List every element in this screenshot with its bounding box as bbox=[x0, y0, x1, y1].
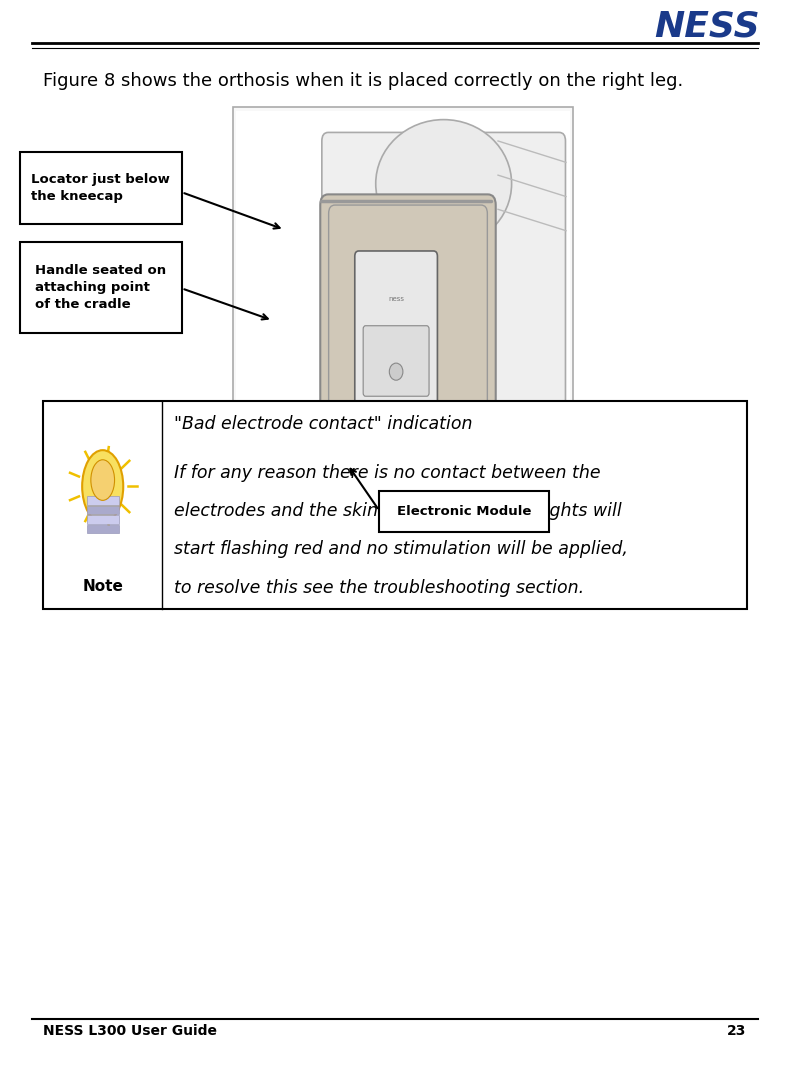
Ellipse shape bbox=[91, 459, 115, 500]
FancyBboxPatch shape bbox=[322, 132, 566, 525]
Text: NESS L300 User Guide: NESS L300 User Guide bbox=[43, 1023, 217, 1038]
Text: Figure 8 shows the orthosis when it is placed correctly on the right leg.: Figure 8 shows the orthosis when it is p… bbox=[43, 72, 683, 90]
FancyBboxPatch shape bbox=[233, 107, 573, 534]
FancyBboxPatch shape bbox=[20, 152, 182, 224]
Text: If for any reason there is no contact between the: If for any reason there is no contact be… bbox=[174, 464, 600, 482]
Text: Locator just below
the kneecap: Locator just below the kneecap bbox=[32, 173, 170, 203]
Text: Electronic Module: Electronic Module bbox=[397, 505, 532, 518]
FancyBboxPatch shape bbox=[20, 242, 182, 333]
FancyBboxPatch shape bbox=[363, 326, 429, 396]
FancyBboxPatch shape bbox=[87, 496, 118, 505]
FancyBboxPatch shape bbox=[43, 400, 747, 609]
FancyBboxPatch shape bbox=[236, 111, 570, 530]
Text: electrodes and the skin, all the indication lights will: electrodes and the skin, all the indicat… bbox=[174, 502, 622, 520]
FancyBboxPatch shape bbox=[355, 251, 438, 411]
Text: Note: Note bbox=[82, 579, 123, 594]
FancyBboxPatch shape bbox=[87, 516, 118, 524]
Text: start flashing red and no stimulation will be applied,: start flashing red and no stimulation wi… bbox=[174, 540, 628, 559]
Text: ness: ness bbox=[388, 296, 404, 302]
Text: NESS: NESS bbox=[654, 10, 760, 44]
Text: 23: 23 bbox=[727, 1023, 747, 1038]
FancyBboxPatch shape bbox=[320, 194, 496, 438]
FancyBboxPatch shape bbox=[87, 525, 118, 534]
FancyBboxPatch shape bbox=[87, 505, 118, 515]
Text: Figure 8: Orthosis Fastened in Place: Figure 8: Orthosis Fastened in Place bbox=[239, 545, 551, 560]
Text: to resolve this see the troubleshooting section.: to resolve this see the troubleshooting … bbox=[174, 579, 584, 597]
FancyBboxPatch shape bbox=[379, 491, 549, 532]
Ellipse shape bbox=[376, 120, 512, 248]
Text: Handle seated on
attaching point
of the cradle: Handle seated on attaching point of the … bbox=[36, 264, 166, 312]
Ellipse shape bbox=[82, 451, 123, 523]
Ellipse shape bbox=[389, 363, 403, 380]
Text: "Bad electrode contact" indication: "Bad electrode contact" indication bbox=[174, 415, 472, 434]
